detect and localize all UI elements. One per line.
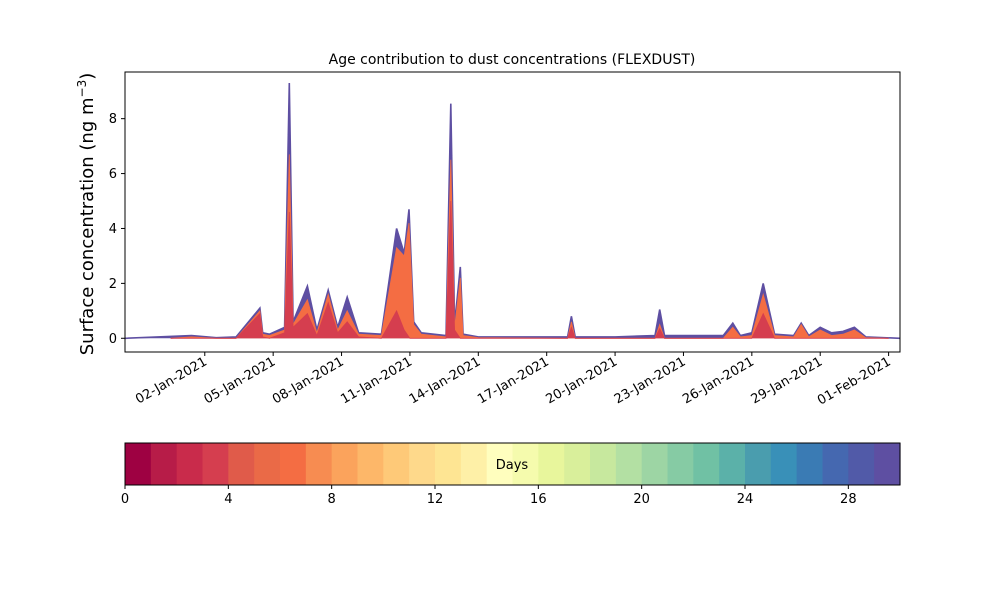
colorbar-tick-label: 0 [121, 492, 129, 507]
colorbar-segment [409, 443, 436, 485]
colorbar-frame [124, 442, 901, 486]
series-line [170, 154, 889, 339]
chart-title: Age contribution to dust concentrations … [329, 52, 696, 68]
x-tick-label: 02-Jan-2021 [133, 354, 210, 407]
x-tick-label: 20-Jan-2021 [543, 354, 620, 407]
colorbar-segment [176, 443, 204, 485]
x-tick-label: 05-Jan-2021 [202, 354, 279, 407]
colorbar-segment [693, 443, 720, 485]
colorbar-segment [745, 443, 772, 485]
colorbar-segment [848, 443, 875, 485]
colorbar-segment [538, 443, 565, 485]
colorbar-segment [796, 443, 824, 485]
y-axis-label: Surface concentration (ng m−3) [75, 73, 98, 356]
colorbar-tick-label: 24 [737, 492, 754, 507]
colorbar-segment [615, 443, 643, 485]
series-layer [124, 82, 901, 340]
colorbar-segment [590, 443, 617, 485]
colorbar-label: Days [496, 458, 529, 473]
colorbar-segment [512, 443, 539, 485]
x-tick-label: 29-Jan-2021 [749, 354, 826, 407]
colorbar-segment [641, 443, 669, 485]
x-tick-label: 26-Jan-2021 [680, 354, 757, 407]
colorbar-segment [254, 443, 281, 485]
y-tick-label: 2 [109, 277, 117, 292]
x-tick-label: 17-Jan-2021 [475, 354, 552, 407]
colorbar-segment [719, 443, 746, 485]
series-area [170, 154, 889, 339]
colorbar-segment [667, 443, 694, 485]
series-line [170, 200, 889, 339]
y-tick-label: 4 [109, 222, 117, 237]
colorbar-segment [460, 443, 488, 485]
x-tick-label: 01-Feb-2021 [815, 354, 894, 408]
colorbar-segment [383, 443, 410, 485]
colorbar-segment [331, 443, 359, 485]
colorbar-segment [228, 443, 255, 485]
x-tick-label: 14-Jan-2021 [407, 354, 484, 407]
series-area [125, 83, 900, 339]
colorbar-segment [125, 443, 152, 485]
colorbar-segment [770, 443, 798, 485]
colorbar-tick-label: 20 [633, 492, 650, 507]
colorbar-segment [486, 443, 514, 485]
colorbar-segment [280, 443, 307, 485]
colorbar [125, 443, 901, 485]
x-tick-label: 11-Jan-2021 [338, 354, 415, 407]
colorbar-tick-label: 28 [840, 492, 857, 507]
colorbar-segment [822, 443, 849, 485]
colorbar-segment [357, 443, 384, 485]
y-axis: 0 2 4 6 8 [109, 112, 125, 347]
x-tick-label: 08-Jan-2021 [270, 354, 347, 407]
colorbar-segment [150, 443, 178, 485]
plot-frame [124, 71, 901, 353]
series-line [124, 82, 901, 340]
y-tick-label: 8 [109, 112, 117, 127]
colorbar-segment [202, 443, 229, 485]
colorbar-tick-label: 8 [328, 492, 336, 507]
colorbar-tick-label: 12 [427, 492, 444, 507]
x-axis: 02-Jan-202105-Jan-202108-Jan-202111-Jan-… [133, 352, 894, 408]
y-tick-label: 6 [109, 167, 117, 182]
colorbar-segment [435, 443, 462, 485]
colorbar-segment [305, 443, 333, 485]
colorbar-ticks: 0 4 8 12 16 20 24 28 [121, 485, 857, 507]
x-tick-label: 23-Jan-2021 [612, 354, 689, 407]
series-area [170, 201, 889, 339]
colorbar-tick-label: 4 [224, 492, 232, 507]
y-tick-label: 0 [109, 332, 117, 347]
colorbar-segment [874, 443, 901, 485]
colorbar-tick-label: 16 [530, 492, 547, 507]
colorbar-segment [564, 443, 591, 485]
